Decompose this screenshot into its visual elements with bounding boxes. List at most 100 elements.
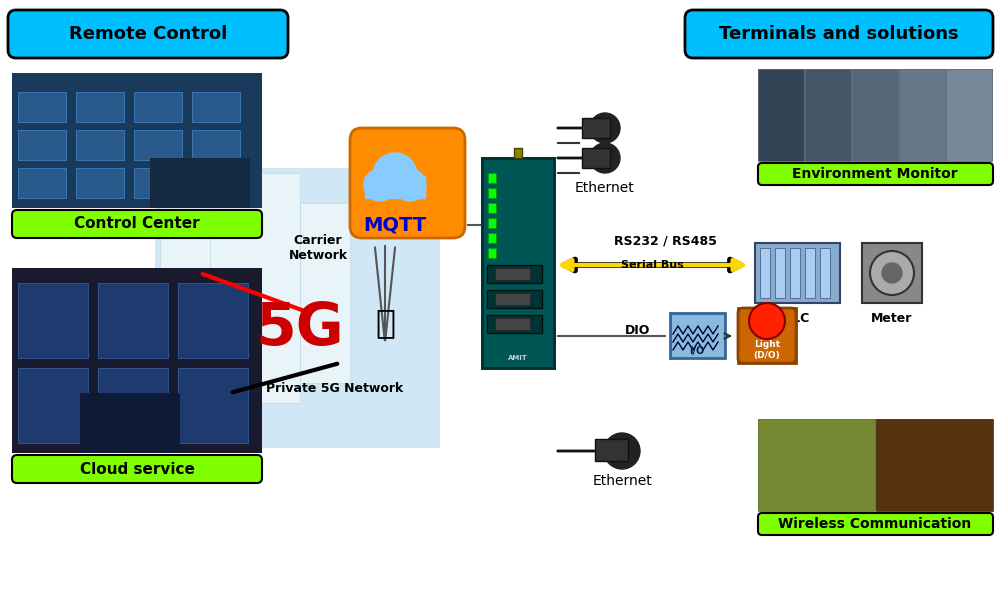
Circle shape: [604, 433, 640, 469]
FancyBboxPatch shape: [12, 210, 262, 238]
Bar: [758, 419, 875, 511]
Circle shape: [364, 169, 396, 201]
Bar: [760, 248, 770, 298]
Bar: [582, 118, 610, 138]
Bar: [18, 168, 66, 198]
Bar: [738, 308, 796, 363]
FancyBboxPatch shape: [758, 513, 993, 535]
Bar: [758, 69, 993, 161]
Bar: [18, 283, 88, 358]
Bar: [488, 203, 496, 213]
Circle shape: [590, 143, 620, 173]
Bar: [76, 168, 124, 198]
Bar: [210, 173, 300, 403]
Bar: [487, 290, 542, 308]
Circle shape: [870, 251, 914, 295]
Bar: [134, 130, 182, 160]
Bar: [487, 315, 542, 333]
FancyBboxPatch shape: [738, 308, 796, 363]
Text: Carrier
Network: Carrier Network: [288, 234, 348, 262]
Circle shape: [749, 303, 785, 339]
Bar: [76, 130, 124, 160]
Bar: [192, 168, 240, 198]
Bar: [670, 313, 725, 358]
Text: Serial Bus: Serial Bus: [621, 260, 683, 270]
Bar: [76, 92, 124, 122]
Circle shape: [373, 153, 417, 197]
Bar: [18, 368, 88, 443]
Text: Environment Monitor: Environment Monitor: [792, 167, 958, 181]
Text: Meter: Meter: [871, 311, 913, 324]
Bar: [150, 158, 250, 208]
Text: Control Center: Control Center: [74, 216, 200, 231]
Circle shape: [394, 169, 426, 201]
Bar: [155, 168, 440, 448]
FancyBboxPatch shape: [758, 163, 993, 185]
Bar: [755, 243, 840, 303]
Bar: [134, 92, 182, 122]
Text: Ethernet: Ethernet: [575, 181, 635, 195]
Bar: [18, 130, 66, 160]
Text: RS232 / RS485: RS232 / RS485: [614, 234, 716, 247]
Bar: [488, 173, 496, 183]
Bar: [862, 243, 922, 303]
Bar: [582, 148, 610, 168]
Text: Cloud service: Cloud service: [80, 461, 194, 477]
Bar: [192, 130, 240, 160]
FancyBboxPatch shape: [350, 128, 465, 238]
Text: Light
(D/O): Light (D/O): [754, 340, 780, 360]
Bar: [495, 268, 530, 280]
Bar: [178, 368, 248, 443]
Text: Terminals and solutions: Terminals and solutions: [719, 25, 959, 43]
Bar: [12, 268, 262, 453]
Bar: [482, 158, 554, 368]
Bar: [820, 248, 830, 298]
Bar: [488, 218, 496, 228]
Bar: [514, 148, 522, 158]
Bar: [160, 173, 260, 443]
Bar: [495, 293, 530, 305]
Bar: [18, 92, 66, 122]
FancyBboxPatch shape: [12, 455, 262, 483]
Text: DIO: DIO: [625, 324, 651, 337]
Bar: [178, 283, 248, 358]
Bar: [805, 69, 851, 161]
Bar: [775, 248, 785, 298]
Bar: [12, 73, 262, 208]
Text: Ethernet: Ethernet: [592, 474, 652, 488]
Bar: [300, 203, 350, 383]
Bar: [595, 439, 628, 461]
Bar: [488, 233, 496, 243]
Bar: [852, 69, 898, 161]
Bar: [495, 318, 530, 330]
Bar: [488, 188, 496, 198]
Text: 🗼: 🗼: [375, 307, 395, 340]
FancyBboxPatch shape: [685, 10, 993, 58]
Text: Wireless Communication: Wireless Communication: [778, 517, 972, 531]
Bar: [758, 419, 993, 511]
Bar: [365, 176, 425, 198]
Text: Remote Control: Remote Control: [69, 25, 227, 43]
Text: I/O: I/O: [689, 346, 705, 356]
Circle shape: [882, 263, 902, 283]
Text: PLC: PLC: [784, 311, 810, 324]
Bar: [758, 69, 804, 161]
Bar: [790, 248, 800, 298]
Bar: [98, 283, 168, 358]
Bar: [899, 69, 945, 161]
Bar: [12, 73, 262, 208]
Bar: [946, 69, 992, 161]
Bar: [482, 158, 554, 368]
Bar: [134, 168, 182, 198]
Text: AMIT: AMIT: [508, 355, 528, 361]
Bar: [488, 248, 496, 258]
Circle shape: [590, 113, 620, 143]
Bar: [80, 393, 180, 453]
Bar: [805, 248, 815, 298]
Text: MQTT: MQTT: [363, 215, 427, 234]
Bar: [192, 92, 240, 122]
Bar: [876, 419, 993, 511]
Text: Private 5G Network: Private 5G Network: [266, 381, 404, 394]
FancyBboxPatch shape: [8, 10, 288, 58]
Bar: [487, 265, 542, 283]
